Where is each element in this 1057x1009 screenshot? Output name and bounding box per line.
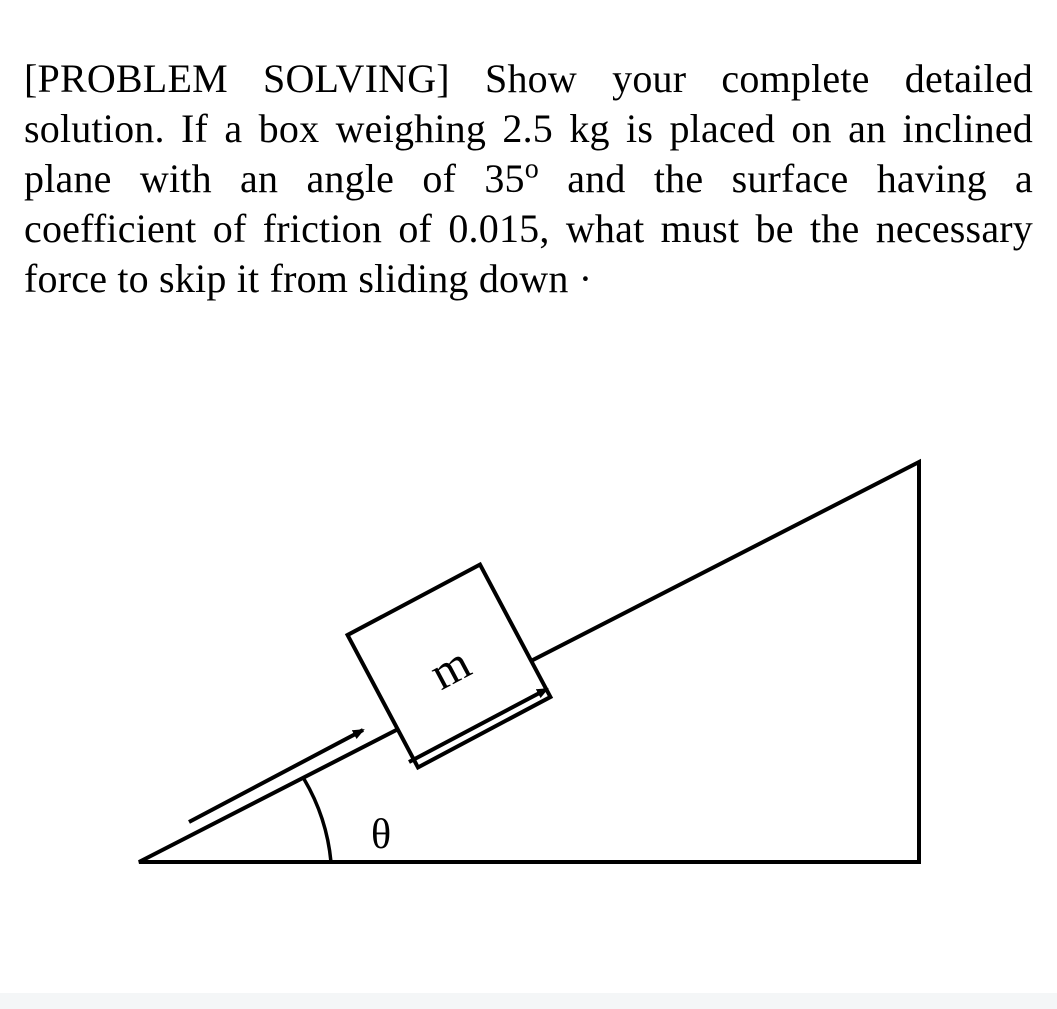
- figure-container: θ m: [24, 362, 1033, 902]
- bottom-band: [0, 993, 1057, 1009]
- degree-superscript: o: [525, 154, 539, 185]
- inclined-plane-diagram: θ m: [99, 362, 959, 902]
- applied-force-arrow: [189, 730, 363, 822]
- angle-arc: [304, 779, 331, 862]
- problem-heading: [PROBLEM SOLVING]: [24, 56, 450, 101]
- angle-label: θ: [371, 812, 391, 858]
- box-group: m: [347, 565, 550, 768]
- problem-text: [PROBLEM SOLVING] Show your complete det…: [24, 54, 1033, 304]
